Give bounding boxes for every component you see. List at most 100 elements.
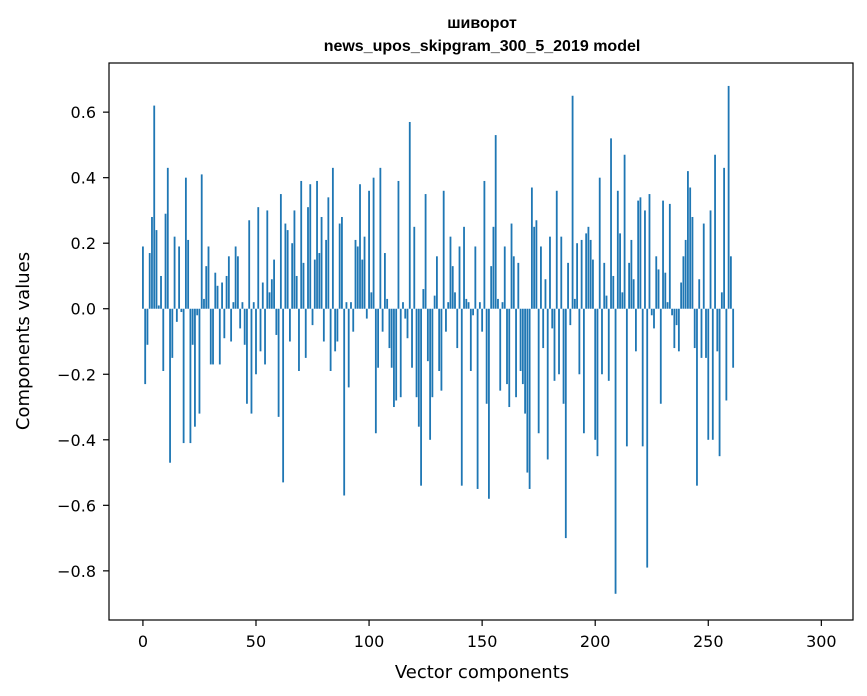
- bar-7: [157, 305, 160, 309]
- bar-198: [589, 239, 592, 309]
- bar-257: [723, 167, 726, 309]
- bar-130: [436, 256, 438, 309]
- bar-197: [587, 226, 590, 309]
- bar-43: [239, 308, 242, 329]
- bar-123: [420, 308, 422, 486]
- bar-46: [246, 308, 248, 404]
- bar-206: [607, 308, 610, 381]
- bar-153: [488, 308, 490, 499]
- bar-91: [347, 308, 350, 388]
- bar-119: [411, 308, 413, 368]
- y-tick-label: −0.8: [57, 562, 96, 581]
- bar-228: [657, 269, 660, 309]
- bar-133: [442, 190, 445, 309]
- bar-117: [406, 308, 409, 339]
- bar-127: [429, 308, 432, 440]
- bar-145: [469, 308, 472, 371]
- bar-227: [655, 256, 658, 309]
- bar-255: [718, 308, 721, 457]
- bar-98: [363, 236, 366, 309]
- bar-190: [571, 95, 574, 309]
- bar-104: [377, 308, 380, 368]
- bar-224: [648, 194, 651, 309]
- bar-120: [413, 226, 416, 309]
- bar-55: [266, 210, 269, 309]
- bar-253: [714, 154, 716, 309]
- bar-173: [533, 226, 536, 309]
- bar-142: [463, 226, 465, 309]
- bar-97: [361, 259, 364, 309]
- bar-164: [512, 256, 515, 309]
- bar-16: [178, 246, 181, 309]
- bar-44: [241, 302, 244, 309]
- bar-182: [553, 308, 556, 381]
- bar-96: [359, 184, 361, 309]
- bar-166: [517, 262, 520, 309]
- bar-26: [200, 174, 203, 309]
- bar-21: [189, 308, 192, 444]
- bar-260: [729, 256, 732, 309]
- bar-232: [666, 302, 669, 309]
- bar-17: [180, 308, 183, 313]
- bar-52: [259, 308, 262, 352]
- x-axis-label: Vector components: [395, 662, 569, 683]
- bar-147: [474, 246, 477, 309]
- bar-125: [424, 194, 427, 309]
- bar-62: [282, 308, 285, 483]
- bar-129: [433, 295, 436, 309]
- y-tick-label: 0.6: [71, 103, 96, 122]
- y-tick-label: −0.2: [57, 365, 96, 384]
- bar-236: [675, 308, 678, 326]
- bar-6: [155, 230, 158, 309]
- x-tick-label: 250: [693, 632, 724, 651]
- bar-70: [300, 180, 303, 309]
- bar-95: [356, 246, 359, 309]
- x-tick-label: 150: [467, 632, 498, 651]
- bar-249: [705, 308, 707, 358]
- bar-251: [709, 210, 712, 309]
- bar-61: [279, 194, 282, 309]
- bar-168: [521, 308, 524, 385]
- bar-167: [519, 308, 522, 371]
- bar-93: [352, 308, 355, 332]
- bar-19: [184, 177, 187, 309]
- bar-5: [153, 105, 156, 309]
- bar-53: [261, 282, 264, 309]
- bar-80: [322, 308, 325, 342]
- bar-246: [698, 279, 701, 309]
- bar-176: [540, 246, 542, 309]
- bar-238: [680, 282, 683, 309]
- bar-248: [702, 223, 705, 309]
- bar-105: [379, 167, 382, 309]
- bar-67: [293, 210, 296, 309]
- bar-2: [146, 308, 149, 345]
- bar-218: [635, 308, 637, 352]
- bar-112: [395, 308, 398, 401]
- bar-12: [169, 308, 171, 463]
- bar-210: [616, 190, 619, 309]
- bar-50: [255, 308, 257, 375]
- bar-79: [320, 216, 323, 309]
- bar-212: [621, 292, 624, 309]
- bar-189: [569, 308, 572, 326]
- bar-42: [237, 256, 239, 309]
- bar-203: [601, 308, 603, 375]
- bar-244: [693, 308, 696, 349]
- bar-161: [506, 308, 508, 385]
- bar-216: [630, 239, 633, 309]
- bar-146: [472, 308, 474, 316]
- bar-222: [644, 210, 646, 309]
- bar-171: [528, 308, 531, 489]
- bar-121: [415, 308, 418, 398]
- bar-14: [173, 236, 176, 309]
- bar-74: [309, 184, 312, 309]
- bar-111: [393, 308, 395, 408]
- y-tick-label: −0.4: [57, 431, 96, 450]
- bar-37: [225, 275, 228, 309]
- bar-78: [318, 253, 321, 309]
- bar-258: [725, 308, 728, 401]
- bar-9: [162, 308, 165, 371]
- bar-241: [687, 171, 689, 309]
- bar-72: [304, 308, 307, 358]
- bar-186: [562, 308, 565, 404]
